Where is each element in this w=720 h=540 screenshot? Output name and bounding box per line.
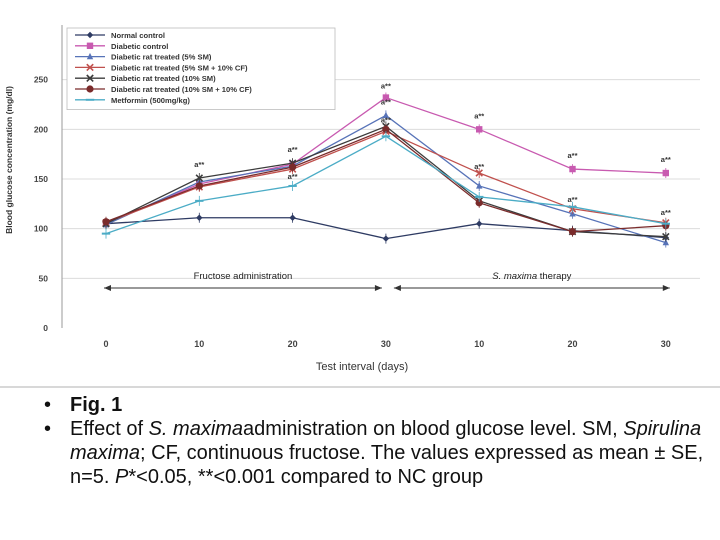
series-line [105,125,666,238]
significance-label: a** [381,82,391,91]
point-marker [476,182,483,189]
phase-arrows: Fructose administration S. maxima therapy [104,271,670,291]
y-axis-label: Blood glucose concentration (mg/dl) [4,86,14,234]
series-6 [102,124,670,237]
significance-label: a** [381,98,391,107]
y-tick-label: 100 [34,224,48,234]
chart-figure: Blood glucose concentration (mg/dl) Test… [4,25,700,373]
legend-box [66,27,336,110]
point-marker [476,126,483,133]
x-tick-label: 30 [381,339,391,349]
phase-arrow-head-right [374,285,382,291]
phase-label: S. maxima therapy [492,271,571,282]
x-ticks: 0 10 20 30 10 20 30 [103,339,670,349]
series-4 [102,126,670,228]
point-marker [86,52,94,60]
point-marker [195,174,204,182]
legend-label: Diabetic control [111,42,168,51]
point-marker [86,42,94,49]
phase-arrow-head-right [662,285,670,291]
bullet-2: • [44,418,52,440]
point-marker [569,165,576,173]
point-marker [196,214,203,221]
caption: • Fig. 1 • Effect of S. maximaadministra… [44,393,704,489]
y-ticks: 0 50 100 150 200 250 [34,75,48,333]
point-marker [86,63,94,72]
x-tick-label: 0 [103,339,108,349]
caption-text-2: administration on blood glucose level. S… [243,418,624,440]
caption-p: P [115,466,129,488]
fig-label: Fig. 1 [70,394,123,416]
x-tick-label: 10 [474,339,484,349]
axes: Blood glucose concentration (mg/dl) Test… [4,25,408,373]
significance-label: a** [288,172,298,181]
significance-label: a** [661,208,671,217]
series-line [105,135,666,235]
significance-label: a** [567,195,577,204]
point-marker [382,111,390,119]
point-marker [382,94,390,101]
x-tick-label: 20 [567,339,577,349]
significance-label: a** [661,155,671,164]
x-tick-label: 30 [661,339,671,349]
series-7 [101,131,670,239]
legend: Normal control Diabetic control Diabetic r… [66,27,336,110]
annotations: a** a** a** a** a** a** a** a** a** a** a** a** [194,82,671,217]
phase-arrow-head-left [104,285,111,291]
significance-label: a** [194,160,204,169]
figure-divider [0,386,720,388]
x-tick-label: 20 [288,339,298,349]
legend-label: Diabetic rat treated (10% SM) [111,74,216,83]
series [101,92,670,248]
caption-fig-row: • Fig. 1 [44,393,704,417]
point-marker [86,74,94,82]
point-marker [195,182,203,190]
caption-spirulina: Spirulina maxima [70,418,702,464]
significance-label: a** [288,145,298,154]
point-marker [86,31,94,39]
point-marker [475,169,483,177]
line-chart: Blood glucose concentration (mg/dl) Test… [4,25,700,373]
y-tick-label: 150 [34,174,48,184]
legend-label: Normal control [111,31,165,40]
x-tick-label: 10 [194,339,204,349]
bullet-1: • [44,394,52,416]
legend-label: Diabetic rat treated (5% SM + 10% CF) [111,63,248,72]
phase-arrow-head-left [393,285,401,291]
y-tick-label: 50 [39,273,49,283]
point-marker [662,232,670,241]
point-marker [86,85,94,93]
point-marker [289,163,297,171]
significance-label: a** [567,151,577,160]
phase-label: Fructose administration [194,271,293,282]
y-tick-label: 200 [34,124,48,134]
caption-text-3: ; CF, continuous fructose. The values ex… [70,442,704,488]
point-marker [475,199,483,207]
y-tick-label: 250 [34,75,48,85]
significance-label: a** [381,115,391,124]
caption-text-row: • Effect of S. maximaadministration on b… [44,417,704,489]
point-marker [102,218,110,226]
caption-text-4: *<0.05, **<0.001 compared to NC group [128,466,484,488]
legend-label: Diabetic rat treated (5% SM) [111,53,212,62]
significance-label: a** [474,162,484,171]
point-marker [568,228,577,236]
caption-species: S. maxima [148,418,244,440]
point-marker [382,235,390,242]
point-marker [662,238,669,246]
x-axis-label: Test interval (days) [316,361,408,373]
significance-label: a** [474,111,484,120]
point-marker [662,169,669,177]
point-marker [476,220,483,227]
point-marker [382,125,390,133]
point-marker [289,214,296,221]
y-tick-label: 0 [43,323,48,333]
legend-label: Metformin (500mg/kg) [111,96,190,105]
caption-text-1: Effect of [70,418,149,440]
legend-label: Diabetic rat treated (10% SM + 10% CF) [111,85,252,94]
